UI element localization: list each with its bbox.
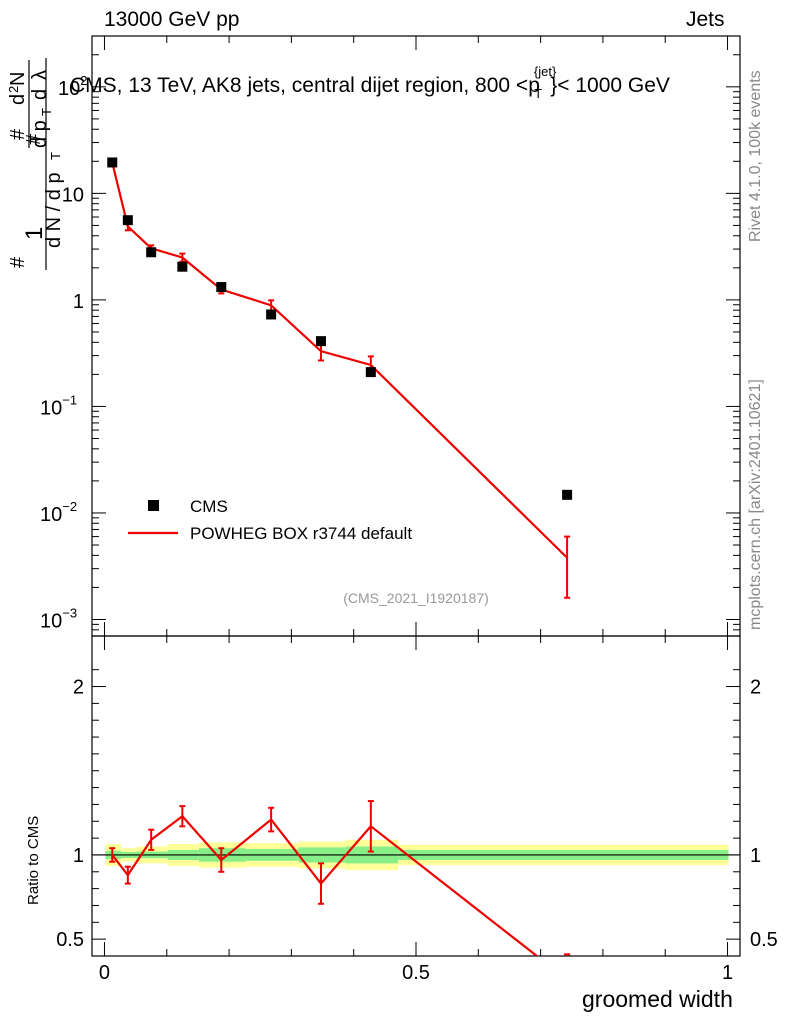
cms-data-point-0 [107,157,118,168]
svg-text:N: N [7,72,29,86]
ratio-mc-line [111,814,539,956]
svg-text:#: # [7,128,29,140]
svg-text:2: 2 [6,86,21,93]
plot-title: CMS, 13 TeV, AK8 jets, central dijet reg… [70,64,670,101]
legend-cms-marker [148,500,159,511]
cms-data-point-3 [177,261,188,272]
y-axis-title-one: 1 [21,227,48,240]
mc-line [111,162,568,559]
main-ytick-label-1: 10−2 [40,499,77,526]
main-ytick-label-5: 102 [58,73,87,100]
ratio-xtick-label-2: 1 [722,962,733,984]
main-ytick-label-3: 1 [73,291,84,313]
analysis-watermark: (CMS_2021_I1920187) [343,590,489,606]
cms-data-point-2 [146,247,157,258]
ratio-xtick-label-0: 0 [99,962,110,984]
main-ytick-label-2: 10−1 [40,392,77,419]
ratio-y-axis-title: Ratio to CMS [25,816,42,905]
cms-data-point-8 [562,489,573,500]
svg-text:T: T [39,108,54,116]
cms-data-point-4 [216,282,227,293]
ratio-series-group [109,800,571,956]
svg-text:#: # [7,256,29,268]
ratio-panel-frame [91,635,741,957]
legend-mc-label: POWHEG BOX r3744 default [190,524,412,543]
legend-cms-label: CMS [190,497,228,516]
cms-data-point-5 [266,309,277,320]
svg-text:λ: λ [29,70,51,80]
svg-text:T: T [48,152,63,160]
header-energy-label: 13000 GeV pp [104,8,240,31]
svg-text:d p: d p [29,120,51,148]
ratio-ytick-label-left-0: 0.5 [56,929,84,951]
svg-text:#: # [23,133,45,145]
header-jets-label: Jets [686,8,725,31]
ratio-ytick-label-right-1: 1 [750,845,761,867]
ratio-ytick-label-right-0: 0.5 [750,929,778,951]
y-axis-title: # 1 d N / d p T # d 2 N d p T d λ # [6,58,65,270]
svg-text:d N / d p: d N / d p [43,172,65,248]
x-axis-title: groomed width [582,986,733,1012]
svg-text:d: d [29,89,51,100]
svg-text:d: d [7,94,29,105]
main-ytick-label-0: 10−3 [40,605,77,632]
ratio-xtick-label-1: 0.5 [402,962,430,984]
cms-data-point-6 [315,336,326,347]
ratio-ytick-label-left-2: 2 [73,677,84,699]
ratio-ytick-label-right-2: 2 [750,677,761,699]
cms-data-point-7 [365,367,376,378]
ratio-ytick-label-left-1: 1 [73,845,84,867]
main-ytick-label-4: 10 [62,184,84,206]
main-panel-frame [91,35,741,637]
cms-data-point-1 [122,215,133,226]
